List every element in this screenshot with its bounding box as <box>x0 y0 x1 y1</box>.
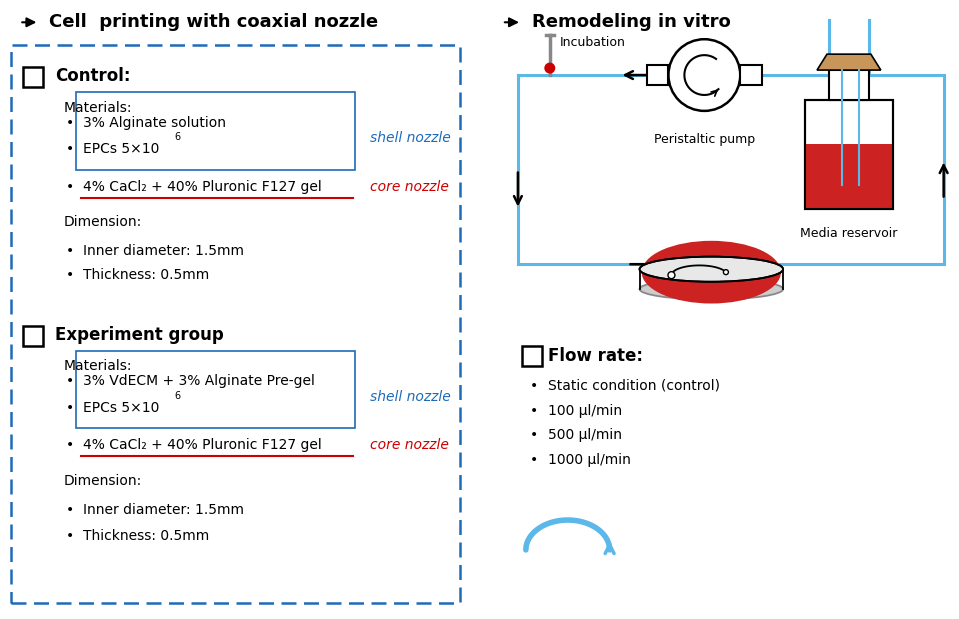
Text: shell nozzle: shell nozzle <box>370 389 451 404</box>
Bar <box>76 351 356 428</box>
Ellipse shape <box>640 279 784 300</box>
Text: •: • <box>530 379 538 392</box>
Text: EPCs 5×10: EPCs 5×10 <box>83 142 159 156</box>
Text: •: • <box>530 428 538 443</box>
Text: Media reservoir: Media reservoir <box>800 227 898 240</box>
Text: Thickness: 0.5mm: Thickness: 0.5mm <box>83 529 209 543</box>
Text: Inner diameter: 1.5mm: Inner diameter: 1.5mm <box>83 503 245 517</box>
Text: •: • <box>66 529 75 543</box>
Text: Remodeling in vitro: Remodeling in vitro <box>532 13 731 32</box>
Text: shell nozzle: shell nozzle <box>370 131 451 145</box>
Text: •: • <box>66 142 75 156</box>
Text: Incubation: Incubation <box>560 36 625 49</box>
Text: Inner diameter: 1.5mm: Inner diameter: 1.5mm <box>83 245 245 258</box>
Bar <box>76 92 356 170</box>
Bar <box>829 70 869 100</box>
Circle shape <box>668 272 675 279</box>
Text: •: • <box>530 453 538 467</box>
Text: Peristaltic pump: Peristaltic pump <box>654 133 755 146</box>
Text: core nozzle: core nozzle <box>370 438 449 452</box>
Circle shape <box>723 270 729 275</box>
Text: Dimension:: Dimension: <box>63 215 142 230</box>
Text: Thickness: 0.5mm: Thickness: 0.5mm <box>83 268 209 282</box>
Text: Flow rate:: Flow rate: <box>548 347 643 365</box>
Bar <box>805 144 893 209</box>
Text: 100 μl/min: 100 μl/min <box>548 404 622 418</box>
Text: •: • <box>66 438 75 452</box>
Circle shape <box>545 63 554 73</box>
Text: •: • <box>66 503 75 517</box>
Text: Materials:: Materials: <box>63 101 131 115</box>
Circle shape <box>668 39 740 111</box>
Text: core nozzle: core nozzle <box>370 180 449 194</box>
Bar <box>23 326 43 346</box>
Text: 6: 6 <box>174 132 180 142</box>
Bar <box>805 100 893 209</box>
Bar <box>646 65 668 85</box>
Text: Experiment group: Experiment group <box>56 326 224 344</box>
Text: Control:: Control: <box>56 67 130 85</box>
Bar <box>23 67 43 87</box>
Text: Materials:: Materials: <box>63 359 131 373</box>
Text: •: • <box>66 245 75 258</box>
Ellipse shape <box>640 257 784 282</box>
Ellipse shape <box>642 241 781 303</box>
Text: 3% VdECM + 3% Alginate Pre-gel: 3% VdECM + 3% Alginate Pre-gel <box>83 374 315 387</box>
Text: 1000 μl/min: 1000 μl/min <box>548 453 631 467</box>
Text: •: • <box>66 180 75 194</box>
Text: Cell  printing with coaxial nozzle: Cell printing with coaxial nozzle <box>49 13 379 32</box>
Bar <box>522 346 542 366</box>
Text: 500 μl/min: 500 μl/min <box>548 428 621 443</box>
Text: EPCs 5×10: EPCs 5×10 <box>83 400 159 415</box>
Text: •: • <box>66 400 75 415</box>
Polygon shape <box>817 54 880 70</box>
Text: •: • <box>530 404 538 418</box>
Bar <box>805 100 893 209</box>
Text: 4% CaCl₂ + 40% Pluronic F127 gel: 4% CaCl₂ + 40% Pluronic F127 gel <box>83 438 322 452</box>
Text: Dimension:: Dimension: <box>63 474 142 488</box>
Text: 4% CaCl₂ + 40% Pluronic F127 gel: 4% CaCl₂ + 40% Pluronic F127 gel <box>83 180 322 194</box>
Text: 3% Alginate solution: 3% Alginate solution <box>83 116 226 130</box>
Text: •: • <box>66 374 75 387</box>
Text: •: • <box>66 268 75 282</box>
Text: 6: 6 <box>174 391 180 400</box>
Text: •: • <box>66 116 75 130</box>
Bar <box>740 65 762 85</box>
Text: Static condition (control): Static condition (control) <box>548 379 720 392</box>
